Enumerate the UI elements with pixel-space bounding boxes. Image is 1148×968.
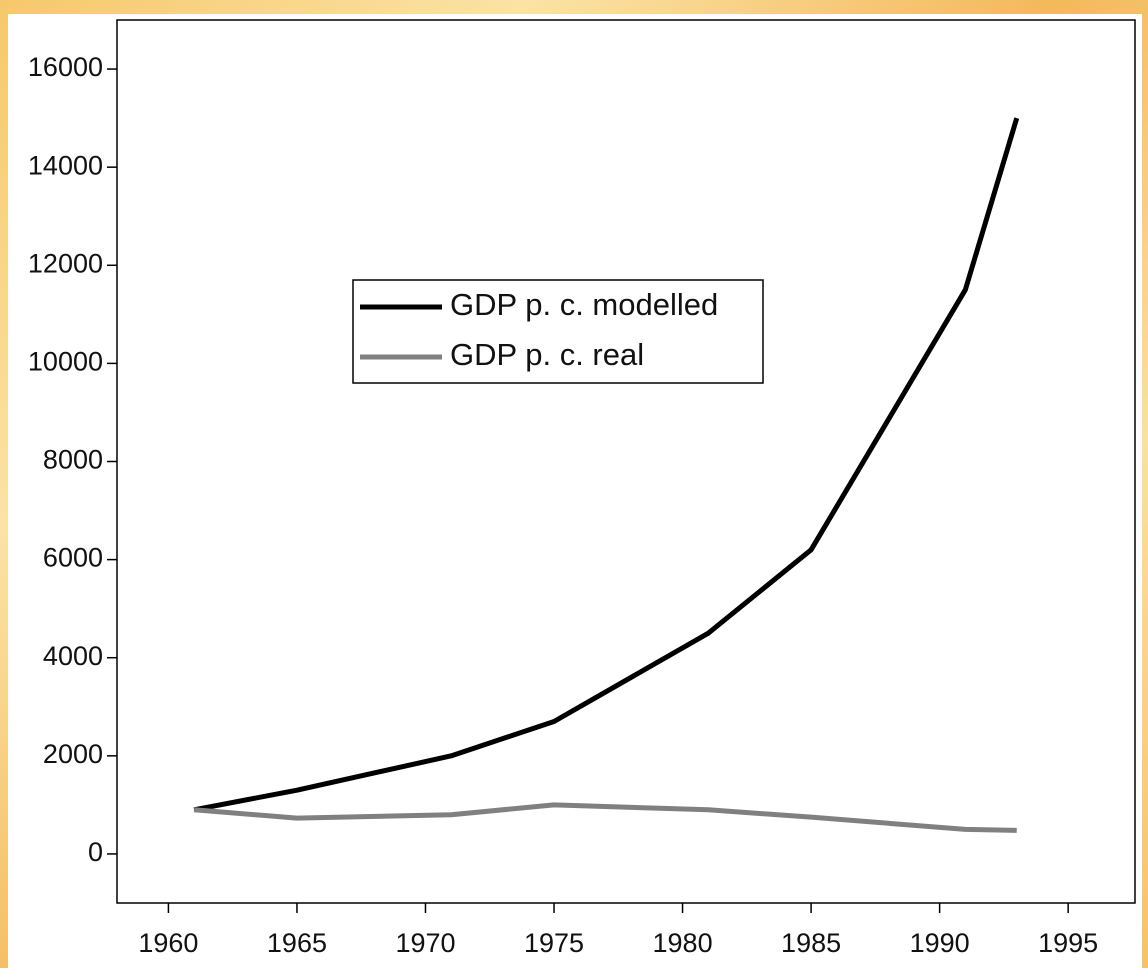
y-tick-label: 12000	[28, 248, 103, 278]
legend-box	[352, 279, 764, 384]
data-line	[193, 117, 1020, 813]
y-tick-label: 2000	[43, 739, 103, 769]
y-tick-label: 4000	[43, 641, 103, 671]
y-tick-label: 10000	[28, 347, 103, 377]
legend-label: GDP p. c. modelled	[450, 287, 718, 322]
x-tick-label: 1985	[781, 928, 841, 958]
y-tick-label: 16000	[28, 52, 103, 82]
plot-background	[8, 14, 1142, 968]
x-tick-label: 1995	[1038, 928, 1098, 958]
x-tick-label: 1975	[524, 928, 584, 958]
y-tick-label: 8000	[43, 445, 103, 475]
x-tick-label: 1980	[653, 928, 713, 958]
y-tick-label: 14000	[28, 150, 103, 180]
x-tick-label: 1965	[267, 928, 327, 958]
x-tick-label: 1960	[138, 928, 198, 958]
x-tick-label: 1970	[395, 928, 455, 958]
y-tick-label: 6000	[43, 543, 103, 573]
y-tick-label: 0	[88, 837, 103, 867]
legend-label: GDP p. c. real	[450, 337, 644, 372]
data-line	[193, 802, 1017, 833]
x-tick-label: 1990	[910, 928, 970, 958]
